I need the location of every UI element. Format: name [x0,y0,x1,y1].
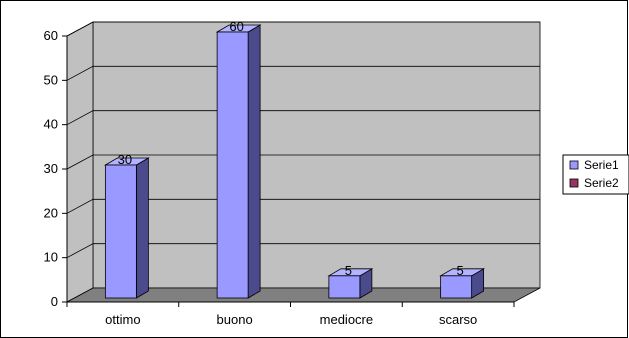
x-tick-label: ottimo [105,312,140,327]
bar: 5 [327,263,374,299]
bar-front [328,275,361,299]
bar-front [104,164,137,299]
x-tick-label: scarso [439,312,477,327]
data-label: 60 [229,19,243,34]
bars: 30 60 5 5 [103,19,486,299]
y-tick-label: 50 [44,72,58,87]
data-label: 5 [345,263,352,278]
y-tick-label: 20 [44,205,58,220]
x-tick-label: mediocre [320,312,373,327]
bar: 5 [439,263,486,299]
y-tick-label: 10 [44,250,58,265]
y-tick-label: 40 [44,117,58,132]
gridline [66,65,540,81]
legend: Serie1 Serie2 [562,154,629,195]
y-tick-label: 0 [51,294,58,309]
y-tick-label: 30 [44,161,58,176]
y-tick-label: 60 [44,28,58,43]
gridline [66,198,540,214]
bar-front [216,31,249,299]
data-label: 5 [457,263,464,278]
gridline [66,21,540,37]
legend-swatch-serie2 [569,178,579,188]
x-tick-label: buono [217,312,253,327]
bar-front [440,275,473,299]
bar-side [135,157,149,299]
gridline [66,154,540,170]
legend-swatch-serie1 [569,160,579,170]
gridline [66,110,540,126]
data-label: 30 [118,152,132,167]
legend-label-serie2: Serie2 [584,176,619,190]
legend-label-serie1: Serie1 [584,158,619,172]
bar: 60 [215,19,262,299]
gridline [66,243,540,259]
gridlines [66,21,540,259]
x-axis-labels: ottimo buono mediocre scarso [105,312,477,327]
bar: 30 [103,152,150,299]
y-axis: 0 10 20 30 40 50 60 [44,28,515,309]
bar-side [247,24,261,299]
